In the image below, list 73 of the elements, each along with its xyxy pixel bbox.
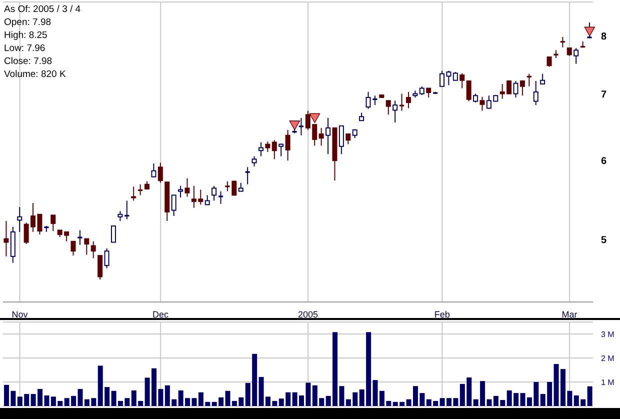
x-tick-label: Nov [12,309,28,320]
candlestick [560,36,565,48]
candlestick [245,166,250,185]
annotation: Low: 7.96 [4,42,46,55]
point [289,120,300,130]
candlestick [212,185,217,202]
candlestick [178,185,184,198]
candlestick [138,184,143,196]
candlestick [50,214,56,232]
candlestick [204,194,210,206]
candlestick [346,133,351,145]
candlestick [265,141,270,152]
annotation: Open: 7.98 [4,16,52,29]
candlestick [285,129,290,162]
candlestick [131,186,136,202]
annotation: Volume: 820 K [4,68,67,81]
candlestick [298,117,304,136]
candlestick [520,80,525,96]
y-tick-label: 1 M [601,378,615,387]
candlestick [84,238,90,256]
candlestick [158,162,163,184]
candlestick [272,140,277,160]
candlestick [392,100,398,124]
y-tick-label: 3 M [601,330,615,339]
candlestick [151,162,156,178]
y-tick-label: 8 [601,31,607,42]
point [584,26,595,36]
candlestick [587,22,592,39]
annotation: Close: 7.98 [4,55,54,68]
candlestick [278,143,284,157]
candlestick [318,127,324,146]
x-tick-label: Mar [562,309,578,320]
candlestick [124,200,130,220]
candlestick [17,206,22,232]
candlestick [171,194,176,217]
point [309,113,320,123]
x-tick-label: Dec [152,309,170,320]
candlestick [4,220,9,257]
y-tick-label: 7 [601,89,607,100]
candlestick [480,96,485,112]
bar [587,386,592,406]
candlestick [460,72,465,89]
candlestick [546,56,552,68]
annotation: As Of: 2005 / 3 / 4 [4,3,81,16]
candlestick [218,190,224,204]
y-tick-label: 6 [601,156,607,168]
candlestick [70,240,76,256]
annotation: High: 8.25 [4,29,48,42]
candlestick [258,142,264,157]
candlestick [533,80,538,106]
candlestick [104,248,110,269]
candlestick [118,210,123,222]
candlestick [426,88,432,98]
candlestick [513,80,518,98]
y-tick-label: 5 [601,235,607,246]
candlestick [184,178,190,198]
candlestick [466,80,472,102]
candlestick [98,255,103,280]
candlestick [252,156,257,167]
candlestick [110,225,116,243]
candlestick [78,230,82,246]
candlestick [406,91,411,109]
candlestick [574,47,579,64]
x-tick-label: 2005 [298,309,318,320]
candlestick [540,73,546,84]
x-tick-label: Feb [434,309,450,320]
candlestick [338,125,344,155]
candlestick [326,117,331,155]
candlestick [90,240,96,259]
candlestick [386,100,391,116]
candlestick [399,93,404,112]
y-tick-label: 2 M [601,354,615,363]
candlestick [526,73,532,87]
